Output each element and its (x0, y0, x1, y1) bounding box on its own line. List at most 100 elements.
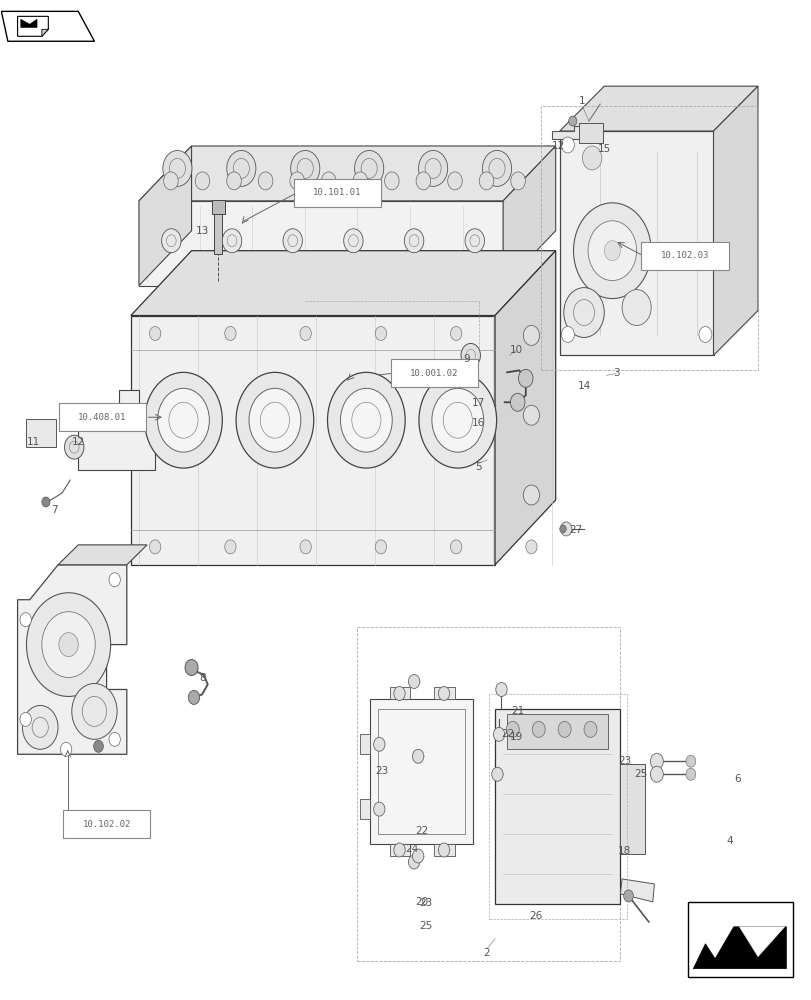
Circle shape (557, 721, 570, 737)
Circle shape (195, 172, 209, 190)
Bar (359, 734, 369, 754)
Bar (507, 714, 607, 749)
Circle shape (506, 721, 519, 737)
Text: 23: 23 (375, 766, 388, 776)
Circle shape (20, 712, 32, 726)
Circle shape (20, 613, 32, 627)
Circle shape (685, 768, 695, 780)
Circle shape (523, 485, 539, 505)
Circle shape (226, 150, 255, 186)
Bar (212, 200, 225, 214)
Circle shape (438, 686, 449, 700)
Circle shape (493, 727, 504, 741)
Circle shape (185, 660, 198, 676)
Polygon shape (2, 11, 94, 41)
Polygon shape (131, 251, 555, 316)
Text: 17: 17 (472, 398, 485, 408)
Text: 23: 23 (617, 756, 630, 766)
Polygon shape (139, 146, 555, 201)
Circle shape (60, 742, 71, 756)
Text: 1: 1 (578, 96, 585, 106)
Circle shape (491, 767, 503, 781)
Circle shape (650, 766, 663, 782)
Circle shape (496, 682, 507, 696)
Circle shape (404, 229, 423, 253)
Circle shape (450, 540, 461, 554)
Circle shape (27, 593, 110, 696)
Text: 8: 8 (199, 673, 205, 683)
Circle shape (623, 890, 633, 902)
Circle shape (563, 288, 603, 337)
Circle shape (109, 732, 120, 746)
Bar (389, 844, 410, 856)
Circle shape (249, 388, 300, 452)
Circle shape (354, 150, 384, 186)
Circle shape (283, 229, 302, 253)
Circle shape (408, 855, 419, 869)
Polygon shape (139, 146, 191, 286)
Circle shape (461, 343, 480, 367)
Text: 21: 21 (510, 706, 524, 716)
Circle shape (603, 241, 620, 261)
Circle shape (418, 150, 447, 186)
Bar (214, 209, 222, 254)
Circle shape (408, 675, 419, 688)
Circle shape (149, 540, 161, 554)
Polygon shape (21, 19, 37, 27)
Circle shape (226, 172, 241, 190)
Circle shape (559, 525, 565, 533)
Circle shape (188, 690, 200, 704)
Circle shape (447, 172, 461, 190)
Text: 14: 14 (577, 381, 590, 391)
Text: 10.102.02: 10.102.02 (82, 820, 131, 829)
Bar (377, 709, 465, 834)
Circle shape (225, 540, 236, 554)
Circle shape (225, 326, 236, 340)
Circle shape (568, 116, 576, 126)
Circle shape (373, 802, 384, 816)
Circle shape (450, 326, 461, 340)
Text: 11: 11 (27, 437, 41, 447)
Polygon shape (739, 927, 783, 957)
Circle shape (581, 146, 601, 170)
Polygon shape (58, 545, 147, 565)
Circle shape (23, 705, 58, 749)
Text: 23: 23 (419, 898, 432, 908)
Text: 10: 10 (508, 345, 522, 355)
Bar (578, 123, 603, 143)
Polygon shape (78, 418, 167, 430)
Text: 12: 12 (551, 141, 564, 151)
Circle shape (375, 326, 386, 340)
Text: 10.102.03: 10.102.03 (660, 251, 709, 260)
Bar (293, 179, 380, 207)
Circle shape (393, 686, 405, 700)
Circle shape (93, 740, 103, 752)
Text: 19: 19 (508, 732, 522, 742)
Polygon shape (18, 16, 49, 36)
Polygon shape (78, 390, 155, 470)
Circle shape (299, 540, 311, 554)
Bar (434, 687, 454, 699)
Polygon shape (139, 201, 503, 286)
Text: 6: 6 (734, 774, 740, 784)
Circle shape (418, 372, 496, 468)
Circle shape (290, 172, 304, 190)
Circle shape (58, 633, 78, 657)
Text: 22: 22 (415, 826, 428, 836)
Text: 3: 3 (612, 368, 619, 378)
Circle shape (523, 405, 539, 425)
Polygon shape (620, 879, 654, 902)
Text: 10.001.02: 10.001.02 (410, 369, 458, 378)
Text: 2: 2 (483, 948, 490, 958)
Text: 15: 15 (597, 144, 610, 154)
Circle shape (236, 372, 313, 468)
Circle shape (384, 172, 399, 190)
Circle shape (621, 290, 650, 325)
Text: 18: 18 (617, 846, 630, 856)
Bar (687, 902, 792, 977)
Circle shape (343, 229, 363, 253)
Text: 20: 20 (415, 897, 428, 907)
Circle shape (525, 326, 536, 340)
Polygon shape (42, 29, 49, 36)
Circle shape (149, 326, 161, 340)
